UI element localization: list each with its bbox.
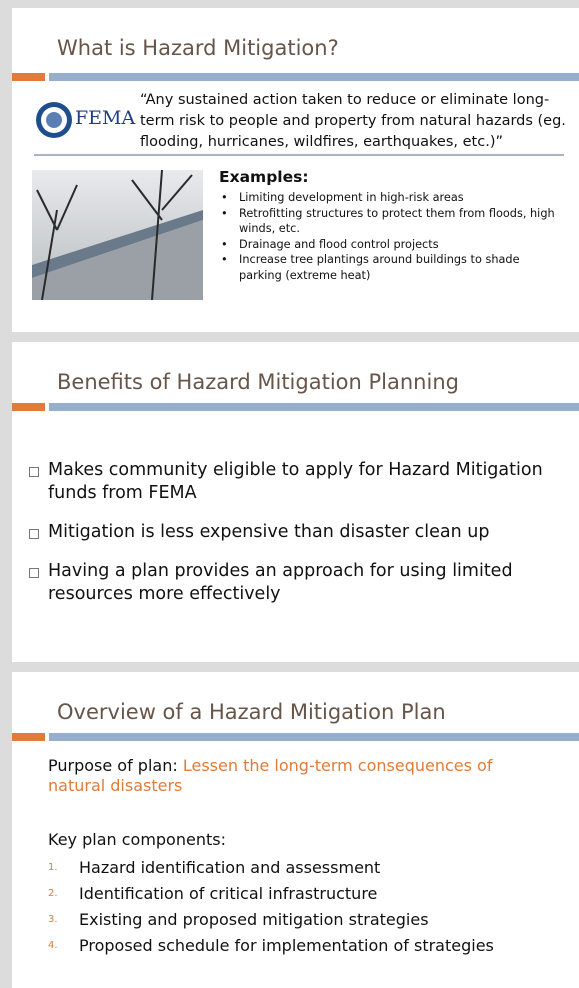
component-number: 1. bbox=[48, 862, 58, 873]
example-item: Limiting development in high-risk areas bbox=[219, 190, 564, 206]
component-item: 1. Hazard identification and assessment bbox=[48, 856, 568, 882]
title-bar bbox=[49, 403, 579, 411]
components-list: 1. Hazard identification and assessment 2.… bbox=[48, 856, 568, 960]
title-bar bbox=[49, 73, 579, 81]
example-item: Retrofitting structures to protect them … bbox=[219, 206, 564, 237]
quote: “Any sustained action taken to reduce or… bbox=[140, 92, 566, 150]
benefit-item: Makes community eligible to apply for Ha… bbox=[28, 459, 548, 505]
component-text: Existing and proposed mitigation strateg… bbox=[79, 910, 429, 929]
divider bbox=[34, 154, 564, 156]
component-item: 3. Existing and proposed mitigation strat… bbox=[48, 908, 568, 934]
component-text: Proposed schedule for implementation of … bbox=[79, 936, 494, 955]
example-item: Drainage and flood control projects bbox=[219, 237, 564, 253]
slide-title: Overview of a Hazard Mitigation Plan bbox=[57, 700, 446, 724]
component-text: Hazard identification and assessment bbox=[79, 858, 381, 877]
component-text: Identification of critical infrastructur… bbox=[79, 884, 378, 903]
examples-list: Limiting development in high-risk areasR… bbox=[219, 190, 564, 283]
accent-bar bbox=[12, 73, 45, 81]
title-bar bbox=[49, 733, 579, 741]
component-number: 2. bbox=[48, 888, 58, 899]
purpose-label: Purpose of plan: bbox=[48, 756, 178, 775]
benefit-item: Mitigation is less expensive than disast… bbox=[28, 521, 548, 544]
components-heading: Key plan components: bbox=[48, 830, 226, 849]
example-item: Increase tree plantings around buildings… bbox=[219, 252, 564, 283]
slide: Benefits of Hazard Mitigation Planning M… bbox=[12, 342, 579, 662]
logo-text: FEMA bbox=[75, 107, 136, 129]
component-item: 4. Proposed schedule for implementation o… bbox=[48, 934, 568, 960]
slide-title: Benefits of Hazard Mitigation Planning bbox=[57, 370, 459, 394]
component-number: 4. bbox=[48, 940, 58, 951]
purpose-text: Lessen the long-term consequences of nat… bbox=[48, 756, 493, 795]
purpose: Purpose of plan: Lessen the long-term co… bbox=[48, 756, 548, 796]
examples-heading: Examples: bbox=[219, 168, 309, 186]
accent-bar bbox=[12, 403, 45, 411]
photo bbox=[32, 170, 203, 300]
slide: What is Hazard Mitigation? FEMA “Any sus… bbox=[12, 8, 579, 332]
benefits-list: Makes community eligible to apply for Ha… bbox=[28, 459, 548, 622]
slide-title: What is Hazard Mitigation? bbox=[57, 36, 339, 60]
fema-seal bbox=[36, 102, 72, 138]
benefit-item: Having a plan provides an approach for u… bbox=[28, 560, 548, 606]
slide: Overview of a Hazard Mitigation Plan Pur… bbox=[12, 672, 579, 988]
component-item: 2. Identification of critical infrastruct… bbox=[48, 882, 568, 908]
component-number: 3. bbox=[48, 914, 58, 925]
accent-bar bbox=[12, 733, 45, 741]
